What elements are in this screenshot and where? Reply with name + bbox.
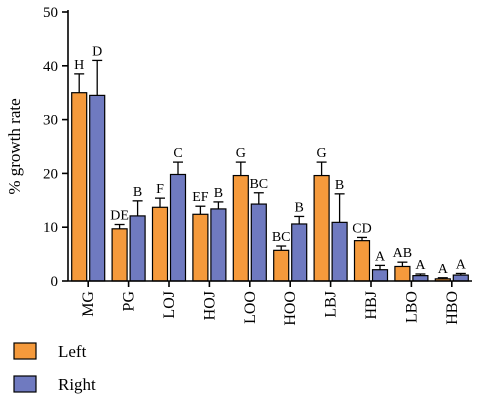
y-tick-label: 0 — [51, 274, 59, 290]
y-axis-title: % growth rate — [5, 98, 24, 194]
x-tick-label: HBJ — [363, 291, 380, 319]
significance-letter: A — [456, 257, 467, 272]
category-group-mg: HD — [71, 44, 106, 282]
bar-left-hoo — [273, 249, 290, 282]
significance-letter: AB — [393, 246, 412, 261]
significance-letter: B — [214, 186, 223, 201]
legend-swatch-left — [13, 342, 37, 360]
bar-left-mg — [71, 92, 88, 282]
y-tick-label: 50 — [43, 5, 58, 21]
x-tick-label: LBO — [403, 291, 420, 323]
significance-letter: DE — [110, 209, 129, 224]
legend: Left Right — [13, 342, 96, 394]
y-tick-label: 10 — [43, 220, 58, 236]
bar-left-hoj — [192, 213, 209, 282]
significance-letter: F — [156, 182, 164, 197]
significance-letter: BC — [249, 177, 268, 192]
bar-left-loo — [232, 174, 249, 282]
bar-left-loj — [151, 206, 169, 282]
bar-right-hbj — [371, 269, 389, 282]
bar-right-lbj — [331, 221, 348, 282]
y-axis: 0 10 20 30 40 50 — [43, 5, 69, 290]
bar-right-lbo — [412, 275, 429, 282]
x-tick-label: MG — [80, 291, 97, 317]
x-tick-label: HOO — [282, 291, 299, 326]
bar-left-hbj — [353, 240, 371, 282]
significance-letter: CD — [352, 221, 371, 236]
significance-letter: B — [133, 185, 142, 200]
x-axis: MG PG LOJ HOJ LOO HOO LBJ HBJ LBO HBO — [68, 280, 472, 326]
bar-right-hoj — [210, 208, 227, 282]
bar-left-lbo — [394, 265, 411, 282]
significance-letter: B — [335, 178, 344, 193]
category-group-lbo: ABA — [393, 246, 429, 282]
bar-right-loo — [250, 203, 267, 282]
significance-letter: A — [415, 258, 426, 273]
category-group-pg: DE B — [110, 185, 146, 282]
legend-label-right: Right — [58, 375, 96, 394]
significance-letter: A — [438, 262, 449, 277]
x-tick-label: LBJ — [323, 291, 340, 318]
x-tick-label: LOO — [242, 291, 259, 324]
x-tick-label: HBO — [444, 291, 461, 325]
significance-letter: G — [236, 146, 246, 161]
y-tick-label: 20 — [43, 166, 58, 182]
legend-label-left: Left — [58, 342, 87, 361]
significance-letter: H — [74, 58, 84, 73]
bar-left-lbj — [313, 174, 330, 282]
category-group-hbj: CD A — [352, 221, 389, 282]
bar-left-pg — [111, 228, 128, 282]
significance-letter: G — [317, 146, 327, 161]
x-tick-label: LOJ — [161, 291, 178, 319]
category-group-lbj: GB — [313, 146, 348, 282]
bar-right-pg — [129, 215, 146, 282]
bar-right-mg — [89, 94, 106, 282]
x-tick-label: HOJ — [201, 291, 218, 320]
y-tick-label: 30 — [43, 113, 58, 129]
significance-letter: BC — [272, 230, 291, 245]
bar-right-hbo — [452, 274, 469, 282]
y-tick-label: 40 — [43, 59, 58, 75]
category-group-hoj: EF B — [192, 186, 227, 282]
significance-letter: A — [375, 249, 386, 264]
significance-letter: C — [173, 146, 182, 161]
bar-right-hoo — [291, 223, 308, 282]
legend-swatch-right — [13, 375, 37, 393]
x-tick-label: PG — [121, 291, 138, 312]
significance-letter: B — [295, 200, 304, 215]
category-group-loj: FC — [151, 146, 187, 282]
category-group-loo: G BC — [232, 146, 268, 282]
significance-letter: D — [92, 44, 102, 59]
bar-right-loj — [169, 173, 187, 282]
category-group-hoo: BC B — [272, 200, 308, 282]
significance-letter: EF — [192, 190, 209, 205]
